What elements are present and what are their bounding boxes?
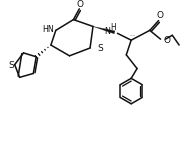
- Text: S: S: [97, 44, 103, 53]
- Text: HN: HN: [42, 25, 54, 34]
- Text: S: S: [8, 61, 14, 70]
- Text: N: N: [105, 27, 111, 36]
- Polygon shape: [93, 27, 115, 34]
- Text: O: O: [163, 36, 171, 45]
- Text: H: H: [111, 23, 116, 32]
- Text: ···: ···: [129, 33, 135, 38]
- Text: O: O: [77, 0, 84, 9]
- Text: O: O: [156, 11, 163, 20]
